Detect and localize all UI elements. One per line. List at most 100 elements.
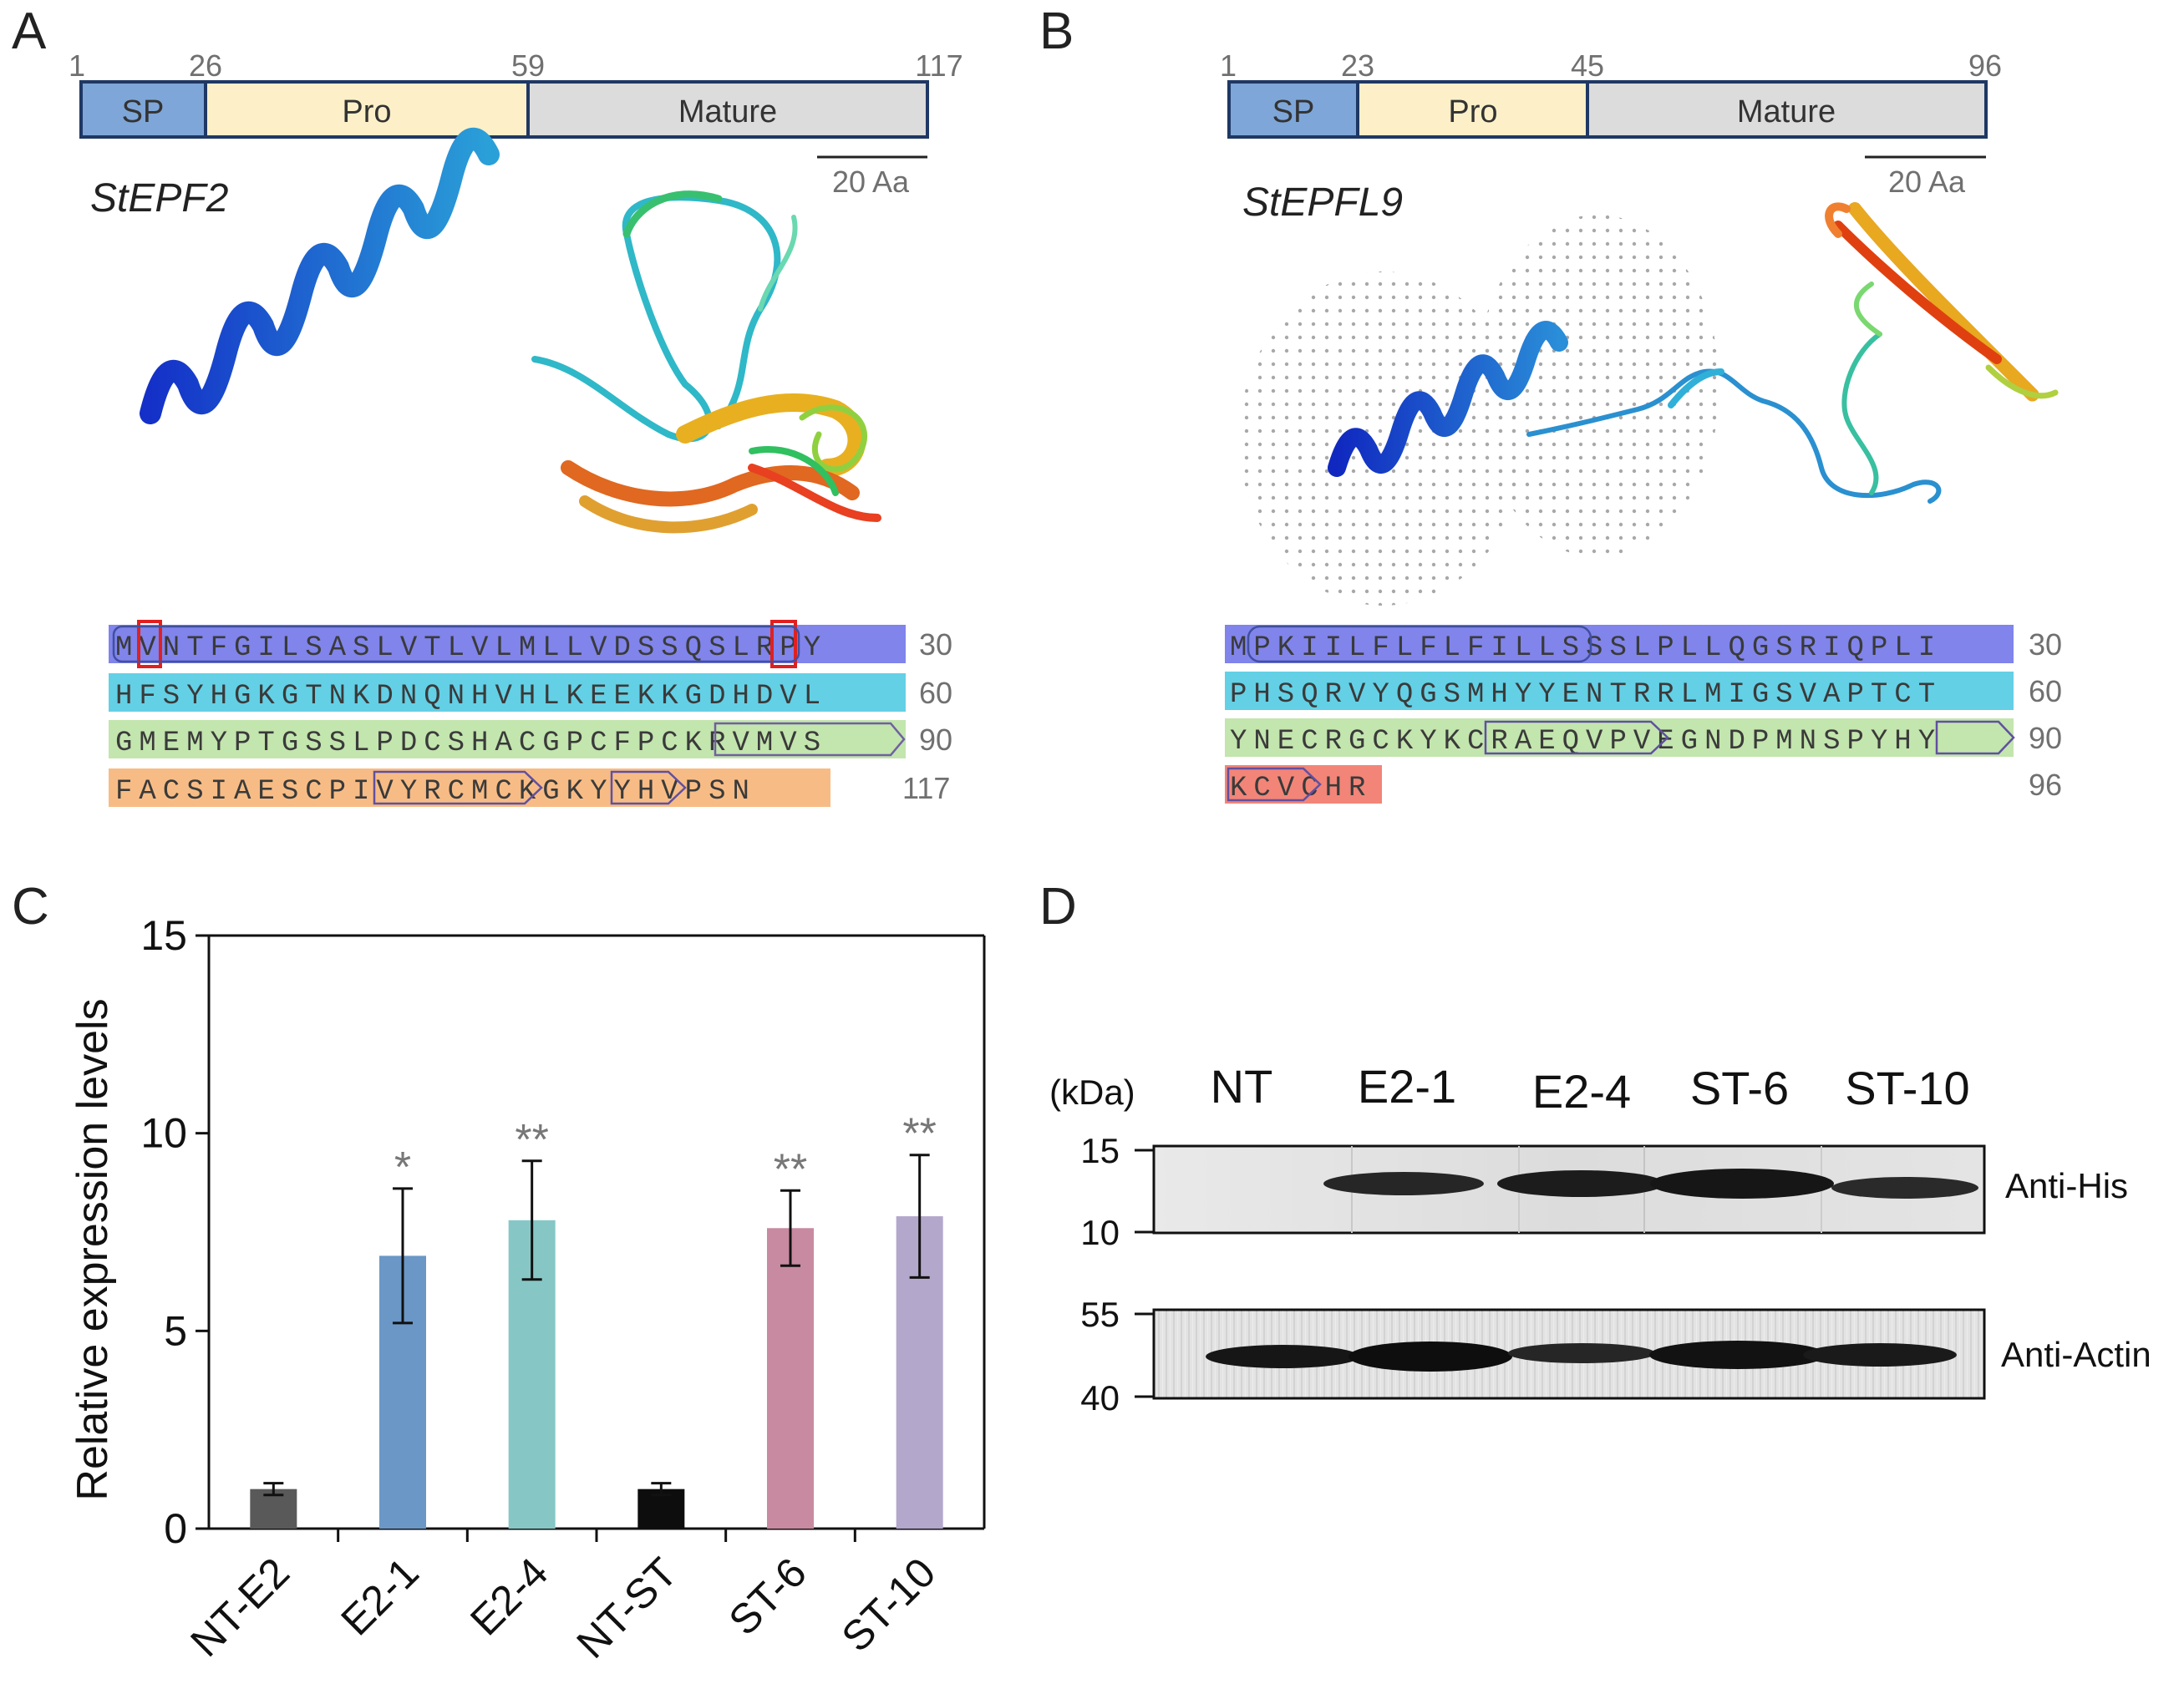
seq-band-a-4 — [109, 768, 830, 807]
strand-arrow-b-2 — [1935, 720, 2015, 755]
sp-domain-a — [79, 80, 207, 139]
x-tick-label: E2-1 — [332, 1549, 427, 1644]
mature-label-b: Mature — [1737, 94, 1836, 129]
seq-line-b-2: PHSQRVYQGSMHYYENTRRLMIGSVAPTCT — [1230, 679, 1942, 711]
sp-domain-b — [1227, 80, 1359, 139]
seq-num-b-1: 30 — [2029, 627, 2062, 662]
helix-outline-a — [112, 625, 800, 663]
pos-sp-end-b: 23 — [1341, 48, 1374, 83]
band-actin-e2-4 — [1508, 1343, 1655, 1363]
strand-arrow-a-1 — [714, 722, 906, 757]
seq-num-a-4: 117 — [902, 771, 950, 805]
panel-b: B 1 23 45 96 SP Pro Mature 20 Aa StEPFL9 — [1039, 3, 2062, 804]
pos-pro-end-b: 45 — [1571, 48, 1604, 83]
domain-map-a: 1 26 59 117 SP Pro Mature 20 Aa — [69, 48, 963, 199]
pos-end-a: 117 — [915, 48, 962, 83]
band-his-st-6 — [1650, 1169, 1834, 1199]
blot-label-actin: Anti-Actin — [2001, 1335, 2151, 1374]
seq-num-a-1: 30 — [919, 627, 952, 662]
y-tick-label: 10 — [140, 1110, 187, 1157]
band-his-e2-4 — [1497, 1170, 1664, 1197]
y-tick-label: 5 — [164, 1307, 187, 1354]
band-his-st-10 — [1831, 1177, 1978, 1199]
x-tick-label: NT-E2 — [181, 1549, 298, 1666]
pro-domain-b — [1356, 80, 1589, 139]
gene-name-a: StEPF2 — [90, 176, 228, 221]
scale-label-b: 20 Aa — [1888, 165, 1966, 199]
x-tick-label: ST-6 — [720, 1549, 815, 1644]
strand-arrow-a-2 — [373, 770, 543, 805]
strand-arrow-b-3 — [1227, 767, 1322, 802]
y-tick-label: 15 — [140, 912, 187, 959]
lane-label-5: ST-10 — [1845, 1062, 1969, 1114]
seq-num-b-2: 60 — [2029, 674, 2062, 708]
seq-line-b-3: YNECRGCKYKCRAEQVPVEGNDPMNSPYHY — [1230, 726, 1942, 758]
seq-line-a-3: GMEMYPTGSSLPDCSHACGPCFPCKRVMVS — [115, 728, 827, 759]
pos-start-a: 1 — [69, 48, 85, 83]
protein-structure-b — [1328, 202, 2059, 504]
panel-d: D (kDa) NT E2-1 E2-4 ST-6 ST-10 15 10 An… — [1039, 878, 2151, 1418]
mature-label-a: Mature — [678, 94, 777, 129]
membrane-dots-1 — [1239, 271, 1526, 606]
protein-structure-a — [140, 127, 881, 534]
blot-label-his: Anti-His — [2005, 1166, 2128, 1205]
seq-band-b-2 — [1225, 672, 2014, 710]
strand-arrow-a-3 — [610, 770, 687, 805]
seq-band-b-1 — [1225, 625, 2014, 663]
sequence-a: MVNTFGILSASLVTLVLMLLVDSSQSLRPY HFSYHGKGT… — [109, 620, 952, 808]
seq-band-b-3 — [1225, 718, 2014, 757]
seq-line-a-4: FACSIAESCPIVYRCMCKGKYYHVPSN — [115, 776, 756, 808]
seq-line-a-1: MVNTFGILSASLVTLVLMLLVDSSQSLRPY — [115, 632, 827, 664]
scale-label-a: 20 Aa — [832, 165, 910, 199]
kda-unit: (kDa) — [1049, 1073, 1135, 1112]
lane-label-1: NT — [1211, 1060, 1273, 1113]
lane-label-4: ST-6 — [1690, 1062, 1789, 1114]
helix-outline-b — [1247, 625, 1592, 663]
y-axis-label: Relative expression levels — [69, 998, 117, 1500]
mature-domain-a — [526, 80, 929, 139]
bar-st-6 — [767, 1228, 814, 1529]
pos-pro-end-a: 59 — [511, 48, 545, 83]
panel-letter-c: C — [12, 878, 49, 936]
gene-name-b: StEPFL9 — [1242, 180, 1403, 225]
blot-anti-his: 15 10 Anti-His — [1080, 1131, 2128, 1252]
x-tick-label: ST-10 — [833, 1549, 945, 1661]
seq-line-b-1: MPKIILFLFLFILLSSSLPLLQGSRIQPLI — [1230, 632, 1942, 664]
seq-band-a-2 — [109, 673, 906, 712]
x-tick-label: E2-4 — [461, 1549, 556, 1644]
lane-label-3: E2-4 — [1532, 1065, 1631, 1118]
pro-label-a: Pro — [342, 94, 391, 129]
panel-letter-d: D — [1039, 878, 1077, 936]
marker-actin-top: 55 — [1080, 1295, 1120, 1334]
significance-mark: ** — [774, 1145, 807, 1194]
band-actin-e2-1 — [1348, 1342, 1512, 1372]
x-tick-label: NT-ST — [567, 1549, 686, 1667]
marker-actin-bottom: 40 — [1080, 1378, 1120, 1418]
bar-chart: 0 5 10 15 NT-E2 * E2-1 ** E2-4 NT-ST ** ST-6 ** ST-10 — [140, 912, 986, 1667]
sp-label-a: SP — [122, 94, 165, 129]
cleavage-mark-a-2 — [770, 620, 797, 668]
band-actin-nt — [1206, 1345, 1359, 1368]
seq-num-a-2: 60 — [919, 676, 952, 710]
marker-his-bottom: 10 — [1080, 1213, 1120, 1252]
marker-his-top: 15 — [1080, 1131, 1120, 1170]
blot-anti-actin: 55 40 Anti-Actin — [1080, 1295, 2151, 1418]
band-actin-st-10 — [1803, 1343, 1957, 1367]
panel-letter-b: B — [1039, 3, 1074, 60]
band-his-e2-1 — [1323, 1172, 1484, 1195]
panel-a: A 1 26 59 117 SP Pro Mature 20 Aa StEPF2 — [12, 3, 963, 808]
seq-num-a-3: 90 — [919, 723, 952, 757]
seq-num-b-4: 96 — [2029, 768, 2062, 802]
mature-domain-b — [1586, 80, 1988, 139]
pos-end-b: 96 — [1968, 48, 2002, 83]
significance-mark: ** — [902, 1110, 936, 1159]
lane-label-2: E2-1 — [1358, 1060, 1456, 1113]
seq-band-a-3 — [109, 720, 906, 758]
pro-label-b: Pro — [1448, 94, 1497, 129]
y-tick-label: 0 — [164, 1505, 187, 1552]
pos-sp-end-a: 26 — [189, 48, 222, 83]
domain-map-b: 1 23 45 96 SP Pro Mature 20 Aa — [1220, 48, 2002, 199]
seq-num-b-3: 90 — [2029, 721, 2062, 755]
seq-line-a-2: HFSYHGKGTNKDNQNHVHLKEEKKGDHDVL — [115, 681, 827, 713]
